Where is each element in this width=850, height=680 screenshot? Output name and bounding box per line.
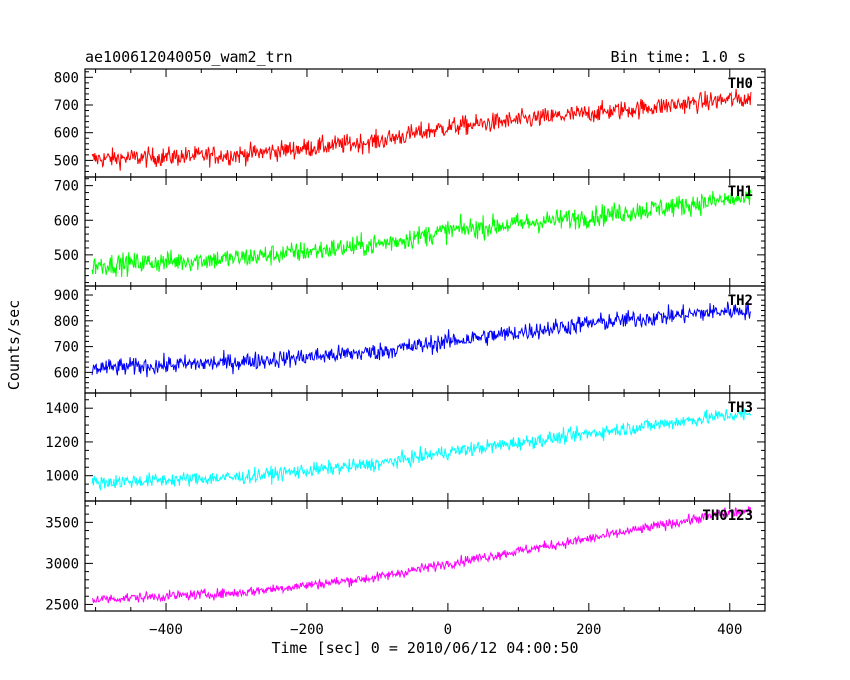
panels: 500 600 700 800 TH0 500 600 700 TH1 600 700 800 900 T… [45, 68, 766, 613]
y-tick-label: 3500 [45, 515, 79, 531]
panel-frame [84, 500, 766, 612]
panel-th2: 600 700 800 900 TH2 [54, 285, 766, 394]
series-line-th0123 [91, 506, 752, 604]
x-axis-label: Time [sec] 0 = 2010/06/12 04:00:50 [271, 639, 578, 657]
y-tick-label: 800 [54, 70, 79, 86]
panel-label-th1: TH1 [728, 184, 753, 200]
x-tick-label: −400 [149, 622, 183, 638]
panel-th0123: 2500 3000 3500 TH0123 [45, 500, 766, 613]
y-tick-label: 800 [54, 314, 79, 330]
panel-th1: 500 600 700 TH1 [54, 176, 766, 287]
panel-label-th3: TH3 [728, 400, 753, 416]
x-axis: −400 −200 0 200 400 [149, 622, 742, 638]
panel-th3: 1000 1200 1400 TH3 [45, 392, 766, 502]
panel-frame [84, 392, 766, 502]
y-tick-label: 700 [54, 98, 79, 114]
x-tick-label: −200 [290, 622, 324, 638]
y-tick-label: 600 [54, 126, 79, 142]
y-tick-label: 1000 [45, 469, 79, 485]
y-tick-label: 1200 [45, 435, 79, 451]
bin-time-label: Bin time: 1.0 s [611, 48, 746, 66]
series-line-th0 [91, 88, 752, 171]
y-tick-label: 3000 [45, 556, 79, 572]
series-line-th1 [91, 186, 752, 278]
series-line-th2 [91, 301, 752, 378]
series-line-th3 [91, 408, 752, 492]
x-tick-label: 0 [444, 622, 452, 638]
x-tick-label: 400 [717, 622, 742, 638]
y-tick-label: 900 [54, 288, 79, 304]
panel-th0: 500 600 700 800 TH0 [54, 68, 766, 178]
y-tick-label: 500 [54, 153, 79, 169]
chart-title: ae100612040050_wam2_trn [85, 48, 293, 66]
y-tick-label: 1400 [45, 401, 79, 417]
y-tick-label: 2500 [45, 597, 79, 613]
y-tick-label: 700 [54, 179, 79, 195]
y-tick-label: 700 [54, 340, 79, 356]
panel-label-th0: TH0 [728, 76, 753, 92]
panel-label-th2: TH2 [728, 293, 753, 309]
y-tick-label: 600 [54, 213, 79, 229]
y-axis-label: Counts/sec [5, 300, 23, 390]
panel-label-th0123: TH0123 [702, 508, 753, 524]
panel-frame [84, 68, 766, 178]
x-tick-label: 200 [576, 622, 601, 638]
panel-frame [84, 285, 766, 394]
y-tick-label: 600 [54, 365, 79, 381]
y-tick-label: 500 [54, 248, 79, 264]
